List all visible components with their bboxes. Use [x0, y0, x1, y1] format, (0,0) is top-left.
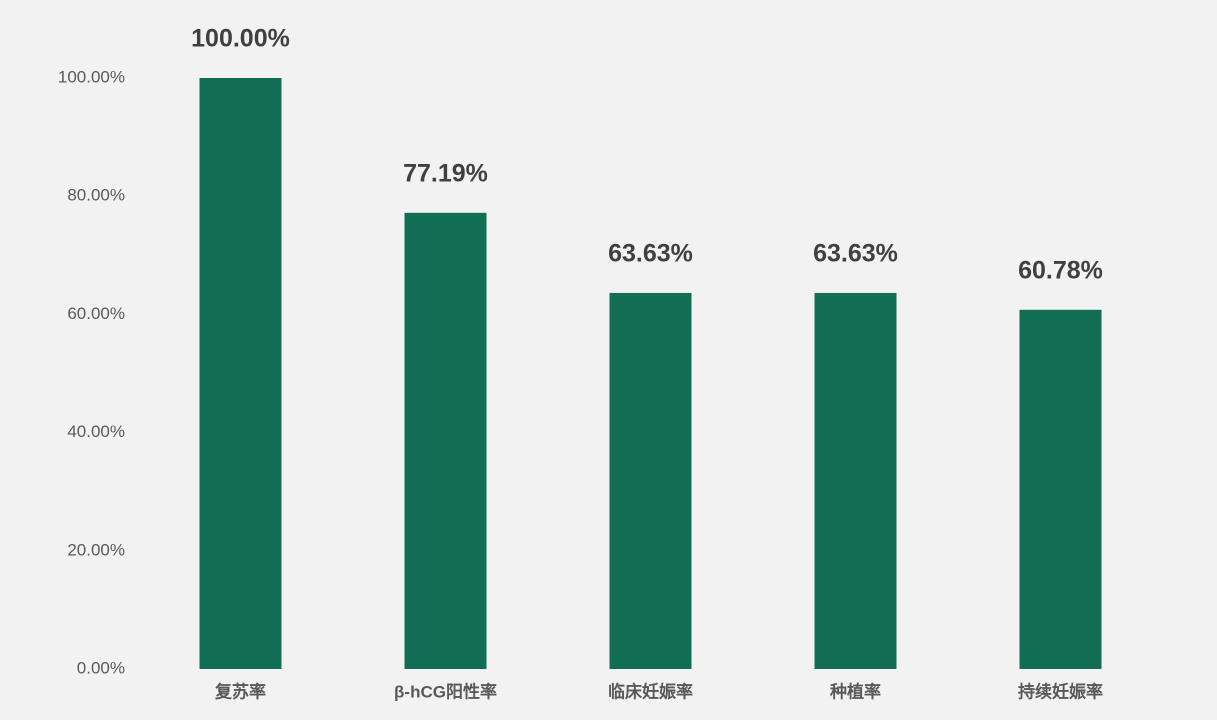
x-tick-label: 临床妊娠率 — [608, 681, 693, 701]
bar — [199, 78, 282, 669]
bar — [404, 212, 487, 669]
x-tick-label: 复苏率 — [214, 681, 266, 701]
x-tick-label: β-hCG阳性率 — [394, 681, 497, 701]
value-label: 77.19% — [403, 159, 488, 187]
bar — [1019, 309, 1102, 669]
y-tick-label: 100.00% — [58, 67, 125, 86]
bar — [609, 292, 692, 669]
value-label: 63.63% — [608, 240, 693, 268]
y-tick-label: 80.00% — [67, 186, 125, 205]
x-tick-label: 持续妊娠率 — [1018, 681, 1103, 701]
y-tick-label: 40.00% — [67, 422, 125, 441]
value-label: 63.63% — [813, 240, 898, 268]
value-label: 100.00% — [191, 25, 290, 53]
y-tick-label: 20.00% — [67, 540, 125, 559]
bar — [814, 292, 897, 669]
value-label: 60.78% — [1018, 256, 1103, 284]
x-tick-label: 种植率 — [829, 681, 881, 701]
y-tick-label: 0.00% — [77, 658, 125, 677]
y-tick-label: 60.00% — [67, 304, 125, 323]
